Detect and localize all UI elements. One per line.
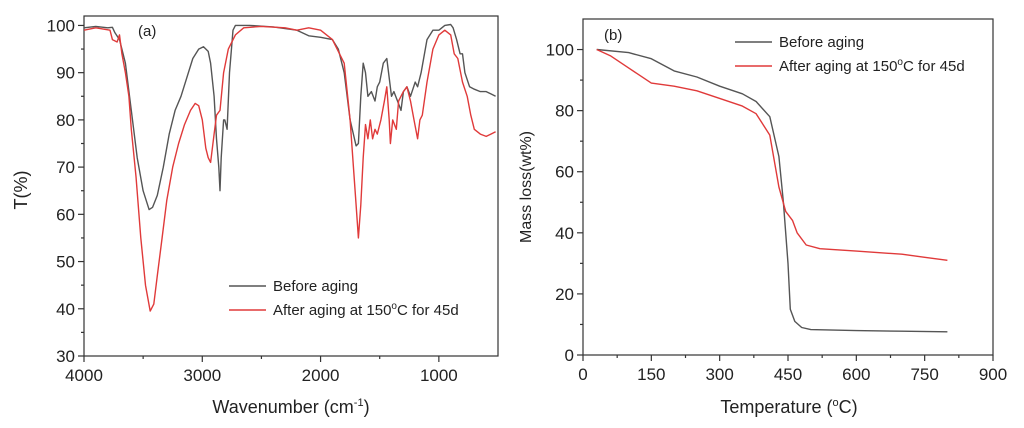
- x-tick-label-b: 450: [774, 365, 802, 384]
- y-tick-label-a: 50: [56, 253, 75, 272]
- legend-a-after-end: C for 45d: [397, 302, 459, 319]
- y-axis-title-b: Mass loss(wt%): [518, 131, 535, 243]
- legend-b-label-after: After aging at 150oC for 45d: [779, 57, 965, 75]
- y-tick-label-b: 80: [555, 102, 574, 121]
- panel-label-b: (b): [604, 27, 622, 44]
- series-group-b: [596, 48, 948, 333]
- legend-b-after-sup: o: [897, 57, 903, 68]
- legend-a: Before aging After aging at 150oC for 45…: [229, 278, 459, 319]
- y-tick-label-a: 80: [56, 111, 75, 130]
- y-tick-label-a: 100: [47, 16, 75, 35]
- y-tick-label-b: 40: [555, 224, 574, 243]
- legend-b-after-main: After aging at 150: [779, 58, 897, 75]
- x-axis-title-a-main: Wavenumber (cm: [212, 397, 353, 417]
- x-tick-label-b: 150: [637, 365, 665, 384]
- tick-group-a: 4000 3000 2000 1000 30 40 50 60 70 80 90 100: [47, 16, 458, 385]
- y-tick-label-b: 0: [565, 346, 574, 365]
- y-tick-label-a: 30: [56, 347, 75, 366]
- tick-group-b: 0 150 300 450 600 750 900 0 20 40 60 80 100: [546, 41, 1008, 384]
- x-axis-title-b: Temperature (oC): [720, 397, 857, 417]
- legend-a-label-before: Before aging: [273, 278, 358, 295]
- x-tick-label-a: 1000: [420, 366, 458, 385]
- y-tick-label-b: 20: [555, 285, 574, 304]
- x-tick-label-b: 750: [910, 365, 938, 384]
- x-tick-label-a: 2000: [302, 366, 340, 385]
- x-axis-title-b-main: Temperature (: [720, 397, 832, 417]
- x-tick-label-b: 0: [578, 365, 587, 384]
- series-line-b-after-aging: [596, 48, 948, 261]
- x-tick-label-a: 3000: [183, 366, 221, 385]
- y-tick-label-a: 70: [56, 158, 75, 177]
- legend-a-after-main: After aging at 150: [273, 302, 391, 319]
- legend-a-label-after: After aging at 150oC for 45d: [273, 301, 459, 319]
- legend-b: Before aging After aging at 150oC for 45…: [735, 34, 965, 75]
- series-line-a-before-aging: [83, 23, 496, 211]
- legend-b-label-before: Before aging: [779, 34, 864, 51]
- x-tick-label-a: 4000: [65, 366, 103, 385]
- y-tick-label-a: 90: [56, 64, 75, 83]
- plot-frame-a: [83, 15, 499, 357]
- y-tick-label-b: 100: [546, 41, 574, 60]
- x-axis-title-a-sup: -1: [354, 397, 364, 409]
- panel-label-a: (a): [138, 23, 156, 40]
- series-group-a: [83, 23, 496, 312]
- x-tick-label-b: 300: [705, 365, 733, 384]
- x-axis-title-b-sup: o: [832, 397, 838, 409]
- y-tick-label-b: 60: [555, 163, 574, 182]
- y-axis-title-a: T(%): [11, 171, 31, 210]
- series-line-b-before-aging: [596, 48, 948, 333]
- x-tick-label-b: 600: [842, 365, 870, 384]
- series-line-a-after-aging: [83, 25, 496, 312]
- y-tick-label-a: 40: [56, 300, 75, 319]
- x-axis-title-a: Wavenumber (cm-1): [212, 397, 369, 417]
- legend-a-after-sup: o: [391, 301, 397, 312]
- panel-a-ftir-chart: 4000 3000 2000 1000 30 40 50 60 70 80 90 100 (a) T(…: [11, 15, 499, 417]
- legend-b-after-end: C for 45d: [903, 58, 965, 75]
- x-axis-title-b-end: C): [839, 397, 858, 417]
- x-tick-label-b: 900: [979, 365, 1007, 384]
- x-axis-title-a-end: ): [364, 397, 370, 417]
- y-tick-label-a: 60: [56, 205, 75, 224]
- panel-b-tga-chart: 0 150 300 450 600 750 900 0 20 40 60 80 100 (b) Mass…: [518, 18, 1008, 417]
